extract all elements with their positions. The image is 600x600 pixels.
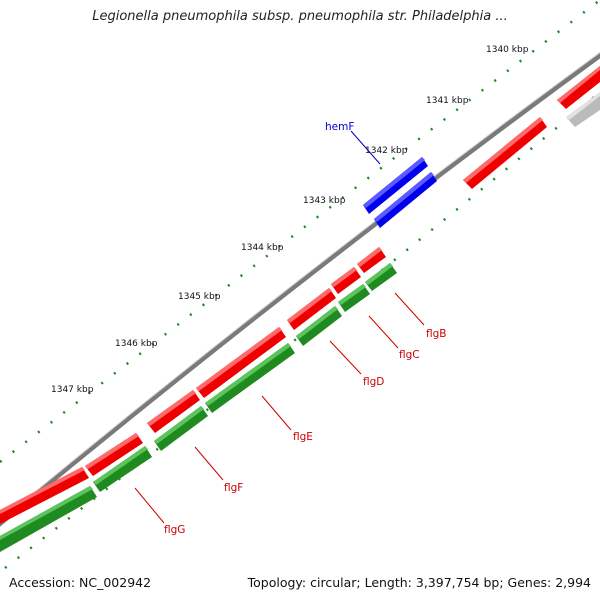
- scale-label-1342: 1342 kbp: [365, 146, 408, 156]
- gene-flgF: [154, 406, 208, 451]
- map-title: Legionella pneumophila subsp. pneumophil…: [92, 9, 508, 24]
- scale-label-1341: 1341 kbp: [426, 96, 469, 106]
- gene-label-flgD: flgD: [363, 376, 384, 388]
- scale-label-1346: 1346 kbp: [115, 339, 158, 349]
- gene-r1: [463, 117, 547, 189]
- gene-g7: [0, 486, 97, 552]
- gene-flgE: [205, 343, 295, 413]
- gene-label-flgE: flgE: [293, 431, 313, 443]
- gene-r7: [147, 390, 200, 433]
- gene-flgG: [93, 446, 152, 492]
- gene-r9: [0, 467, 89, 524]
- gene-flgC: [338, 284, 370, 312]
- accession-text: Accession: NC_002942: [9, 575, 152, 590]
- gene-r4: [331, 267, 361, 294]
- scale-label-1347: 1347 kbp: [51, 385, 94, 395]
- gene-grey[interactable]: [566, 92, 600, 127]
- gene-r6: [196, 327, 286, 398]
- scale-label-1344: 1344 kbp: [241, 243, 284, 253]
- label-leaders: [134, 130, 425, 524]
- backbone: [0, 52, 600, 527]
- gene-label-flgF: flgF: [224, 482, 243, 494]
- gene-flgB: [365, 263, 397, 291]
- gene-flgD: [296, 306, 342, 346]
- scale-label-1345: 1345 kbp: [178, 292, 221, 302]
- gene-r8: [85, 433, 143, 476]
- gene-labels: hemF flgB flgC flgD flgE flgF flgG: [164, 121, 446, 536]
- gene-hemF[interactable]: [363, 157, 437, 228]
- gene-label-flgC: flgC: [399, 349, 420, 361]
- inner-tick-ring: [4, 90, 600, 569]
- reverse-genes[interactable]: [0, 263, 397, 552]
- scale-labels: 1340 kbp 1341 kbp 1342 kbp 1343 kbp 1344…: [51, 45, 529, 395]
- forward-genes[interactable]: [0, 66, 600, 524]
- scale-label-1340: 1340 kbp: [486, 45, 529, 55]
- gene-label-flgG: flgG: [164, 524, 185, 536]
- gene-r5: [287, 288, 336, 330]
- gene-label-flgB: flgB: [426, 328, 446, 340]
- topology-text: Topology: circular; Length: 3,397,754 bp…: [247, 575, 591, 590]
- scale-label-1343: 1343 kbp: [303, 196, 346, 206]
- gene-label-hemF: hemF: [325, 121, 354, 133]
- gene-r3: [357, 247, 386, 273]
